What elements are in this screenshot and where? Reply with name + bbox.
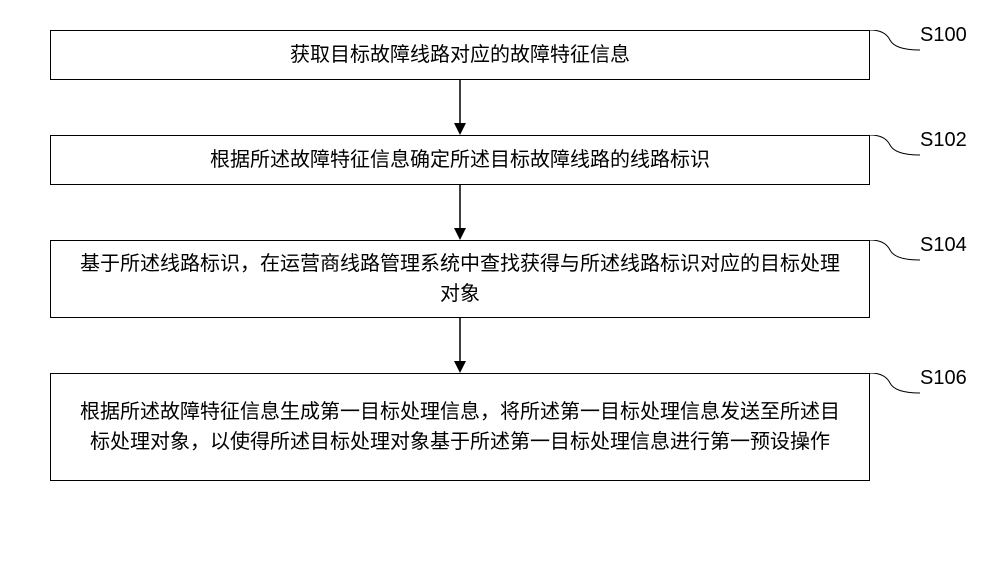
- label-connector-icon: [870, 240, 920, 265]
- arrow-down-icon: [450, 80, 470, 135]
- step-box: 根据所述故障特征信息确定所述目标故障线路的线路标识: [50, 135, 870, 185]
- step-label: S106: [920, 367, 967, 390]
- step-text: 获取目标故障线路对应的故障特征信息: [290, 40, 630, 70]
- arrow-container: [50, 318, 870, 373]
- label-connector-icon: [870, 135, 920, 160]
- step-text: 根据所述故障特征信息确定所述目标故障线路的线路标识: [210, 145, 710, 175]
- label-connector-icon: [870, 373, 920, 398]
- step-label: S100: [920, 24, 967, 47]
- step-text: 基于所述线路标识，在运营商线路管理系统中查找获得与所述线路标识对应的目标处理对象: [71, 249, 849, 309]
- arrow-down-icon: [450, 185, 470, 240]
- arrow-container: [50, 80, 870, 135]
- step-box: 获取目标故障线路对应的故障特征信息: [50, 30, 870, 80]
- step-text: 根据所述故障特征信息生成第一目标处理信息，将所述第一目标处理信息发送至所述目标处…: [71, 397, 849, 457]
- step-box: 基于所述线路标识，在运营商线路管理系统中查找获得与所述线路标识对应的目标处理对象: [50, 240, 870, 318]
- arrow-container: [50, 185, 870, 240]
- flowchart-container: 获取目标故障线路对应的故障特征信息 根据所述故障特征信息确定所述目标故障线路的线…: [50, 30, 870, 481]
- step-label: S104: [920, 234, 967, 257]
- step-box: 根据所述故障特征信息生成第一目标处理信息，将所述第一目标处理信息发送至所述目标处…: [50, 373, 870, 481]
- step-label: S102: [920, 129, 967, 152]
- arrow-down-icon: [450, 318, 470, 373]
- label-connector-icon: [870, 30, 920, 55]
